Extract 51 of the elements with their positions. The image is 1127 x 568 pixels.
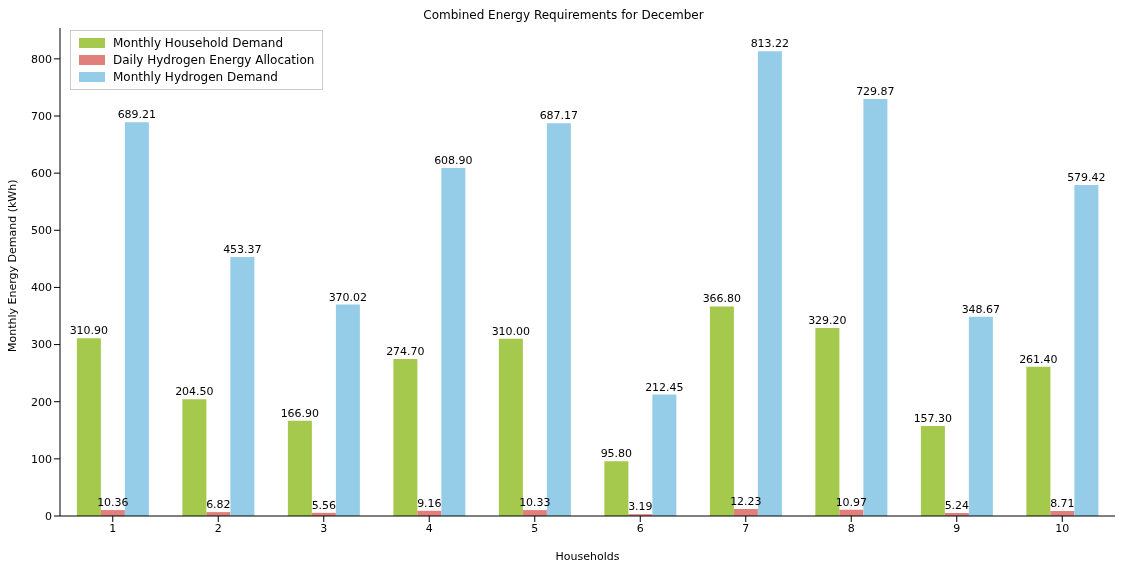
data-label: 579.42: [1067, 170, 1106, 184]
chart-title: Combined Energy Requirements for December: [422, 8, 705, 24]
data-label: 310.90: [69, 324, 109, 338]
data-label: 608.90: [434, 154, 473, 168]
x-axis-title: Households: [555, 550, 620, 563]
data-label: 204.50: [175, 385, 214, 399]
data-label: 212.45: [645, 380, 684, 394]
x-tick-label: 5: [531, 521, 539, 535]
data-label: 5.56: [311, 498, 337, 512]
data-label: 8.71: [1050, 497, 1075, 511]
legend-label: Daily Hydrogen Energy Allocation: [113, 53, 315, 67]
data-label: 453.37: [223, 242, 262, 256]
y-tick-label: 800: [31, 52, 52, 66]
data-label: 687.17: [539, 109, 579, 123]
x-tick-label: 1: [109, 521, 117, 535]
data-label: 310.00: [491, 324, 531, 338]
data-label: 157.30: [913, 412, 953, 426]
data-label: 95.80: [600, 447, 633, 461]
y-tick-label: 200: [31, 395, 52, 409]
data-label: 370.02: [328, 290, 368, 304]
legend-label: Monthly Household Demand: [113, 36, 284, 50]
data-label: 329.20: [808, 313, 847, 327]
y-tick-label: 100: [31, 452, 52, 466]
data-label: 366.80: [702, 292, 742, 306]
data-label: 813.22: [750, 37, 790, 51]
data-label: 5.24: [944, 499, 970, 513]
y-tick-label: 400: [31, 281, 52, 295]
x-tick-label: 8: [847, 521, 855, 535]
x-tick-label: 10: [1055, 521, 1070, 535]
y-tick-label: 700: [31, 109, 52, 123]
data-label: 689.21: [117, 108, 157, 122]
data-label: 9.16: [417, 496, 442, 510]
data-label: 274.70: [386, 345, 425, 359]
y-axis-title: Monthly Energy Demand (kWh): [5, 179, 19, 352]
data-label: 3.19: [628, 500, 653, 514]
data-label: 348.67: [961, 302, 1001, 316]
x-tick-label: 2: [214, 521, 222, 535]
x-tick-label: 4: [425, 521, 433, 535]
x-tick-label: 3: [320, 521, 328, 535]
legend-label: Monthly Hydrogen Demand: [113, 70, 278, 84]
y-tick-label: 0: [45, 509, 52, 523]
data-label: 261.40: [1019, 352, 1058, 366]
x-tick-label: 6: [636, 521, 644, 535]
y-tick-label: 500: [31, 224, 52, 238]
x-tick-label: 9: [953, 521, 961, 535]
data-label: 166.90: [280, 406, 320, 420]
data-label: 6.82: [206, 498, 231, 512]
y-tick-label: 300: [31, 338, 52, 352]
y-tick-label: 600: [31, 167, 52, 181]
data-label: 729.87: [856, 84, 895, 98]
x-tick-label: 7: [742, 521, 750, 535]
